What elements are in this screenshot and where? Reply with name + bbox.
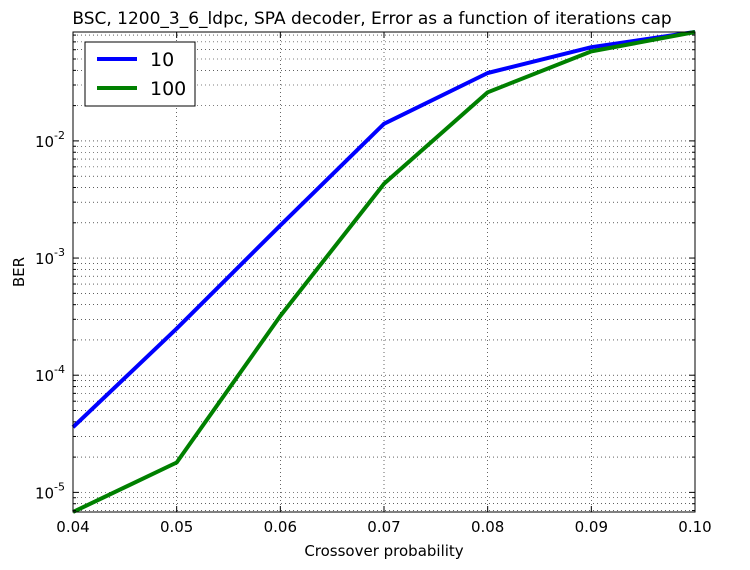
- x-tick-label: 0.04: [56, 518, 89, 536]
- y-tick-label: 10-2: [35, 129, 65, 151]
- y-axis-label: BER: [10, 257, 28, 287]
- legend: 10 100: [84, 41, 196, 107]
- series-line-10: [71, 30, 696, 429]
- y-tick-label: 10-3: [35, 246, 65, 268]
- y-tick-label: 10-4: [35, 363, 65, 385]
- legend-label-100: 100: [150, 78, 186, 100]
- x-tick-label: 0.06: [264, 518, 297, 536]
- legend-label-10: 10: [150, 49, 174, 71]
- grid: [73, 32, 695, 512]
- x-tick-label: 0.08: [471, 518, 504, 536]
- y-tick-label: 10-5: [35, 480, 65, 502]
- series-line-100: [72, 30, 696, 514]
- x-tick-label: 0.05: [160, 518, 193, 536]
- x-tick-label: 0.07: [367, 518, 400, 536]
- tick-labels: 0.04 0.05 0.06 0.07 0.08 0.09 0.10 10-2 10-3 10-4…: [35, 129, 712, 536]
- x-tick-label: 0.10: [678, 518, 711, 536]
- x-tick-label: 0.09: [575, 518, 608, 536]
- x-axis-label: Crossover probability: [304, 542, 463, 560]
- series-layer: [71, 30, 696, 514]
- legend-box: [84, 41, 196, 107]
- ticks: [72, 32, 696, 512]
- chart-title: BSC, 1200_3_6_ldpc, SPA decoder, Error a…: [72, 9, 671, 29]
